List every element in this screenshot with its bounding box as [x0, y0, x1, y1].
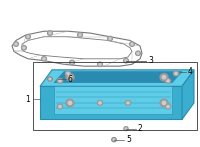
Circle shape [27, 36, 29, 38]
Circle shape [65, 71, 71, 76]
Circle shape [162, 101, 166, 105]
Circle shape [124, 127, 128, 131]
Circle shape [15, 43, 17, 45]
Text: 6: 6 [68, 75, 73, 83]
Circle shape [109, 38, 111, 40]
Circle shape [14, 42, 18, 46]
Circle shape [125, 128, 127, 130]
Circle shape [57, 78, 63, 83]
Circle shape [113, 139, 115, 141]
Circle shape [22, 46, 26, 50]
Circle shape [42, 57, 46, 61]
Circle shape [137, 52, 139, 54]
Circle shape [173, 71, 179, 76]
Circle shape [99, 102, 101, 104]
Circle shape [48, 31, 52, 35]
Polygon shape [40, 70, 194, 86]
Text: 3: 3 [148, 56, 153, 65]
Circle shape [79, 34, 81, 36]
Circle shape [49, 32, 51, 34]
Circle shape [98, 62, 102, 66]
Circle shape [70, 60, 74, 65]
Circle shape [127, 102, 129, 104]
Circle shape [167, 80, 169, 82]
Circle shape [112, 138, 116, 142]
Text: 2: 2 [138, 124, 143, 133]
Polygon shape [40, 86, 182, 119]
Text: 4: 4 [188, 67, 193, 76]
Circle shape [68, 76, 72, 79]
Circle shape [67, 72, 69, 75]
Circle shape [125, 60, 127, 62]
Circle shape [131, 43, 133, 45]
Circle shape [71, 61, 73, 64]
Circle shape [49, 78, 51, 80]
Polygon shape [182, 70, 194, 119]
Circle shape [136, 51, 140, 55]
Circle shape [160, 99, 168, 107]
Circle shape [43, 58, 45, 60]
Circle shape [66, 74, 74, 81]
Circle shape [57, 104, 63, 109]
Text: 1: 1 [25, 95, 30, 104]
Polygon shape [54, 86, 172, 114]
Circle shape [108, 36, 112, 41]
Text: 5: 5 [126, 135, 131, 144]
Circle shape [125, 101, 131, 105]
Circle shape [165, 78, 171, 83]
Circle shape [175, 72, 177, 75]
Circle shape [130, 42, 134, 46]
Polygon shape [54, 72, 182, 83]
Circle shape [26, 35, 30, 39]
Circle shape [167, 106, 169, 108]
Circle shape [68, 101, 72, 105]
Circle shape [97, 101, 103, 105]
Circle shape [165, 104, 171, 109]
Circle shape [66, 99, 74, 107]
Circle shape [59, 80, 61, 82]
Circle shape [99, 63, 101, 65]
Circle shape [78, 33, 82, 37]
Circle shape [48, 77, 52, 81]
Circle shape [162, 76, 166, 79]
Circle shape [23, 47, 25, 49]
Circle shape [124, 58, 128, 63]
Circle shape [59, 106, 61, 108]
Circle shape [160, 74, 168, 81]
